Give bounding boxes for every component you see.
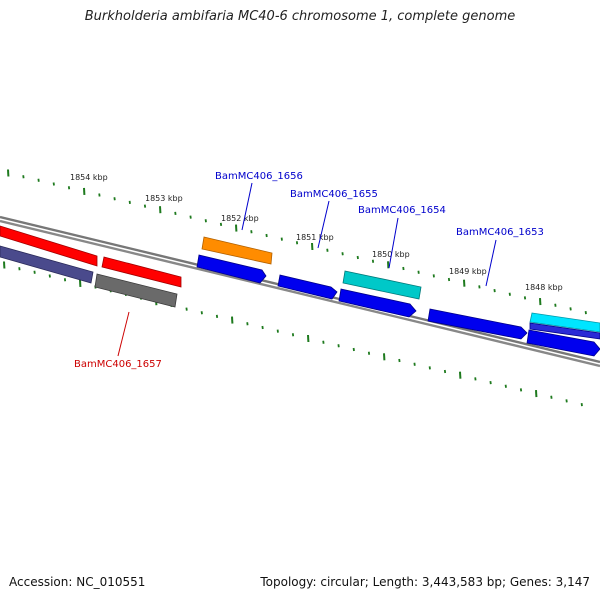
genome-summary-text: Topology: circular; Length: 3,443,583 bp… bbox=[260, 575, 590, 589]
leader-line bbox=[241, 182, 253, 231]
gene-label[interactable]: BamMC406_1656 bbox=[215, 171, 303, 182]
kbp-label: 1851 kbp bbox=[296, 233, 334, 242]
gene-feature-BamMC406_1653[interactable] bbox=[427, 308, 528, 340]
gene-feature-BamMC406_1655[interactable] bbox=[277, 274, 338, 300]
gene-feature-BamMC406_1654[interactable] bbox=[342, 270, 422, 300]
gene-feature-blue-b[interactable] bbox=[529, 322, 600, 340]
gene-feature-orange[interactable] bbox=[201, 236, 273, 265]
gene-feature-BamMC406_1657[interactable] bbox=[94, 273, 178, 308]
tick-row-top bbox=[7, 169, 587, 315]
kbp-label: 1854 kbp bbox=[70, 173, 108, 182]
gene-feature-blue-c[interactable] bbox=[526, 329, 600, 357]
gene-label[interactable]: BamMC406_1655 bbox=[290, 189, 378, 200]
map-title: Burkholderia ambifaria MC40-6 chromosome… bbox=[84, 9, 516, 24]
gene-feature-red-forward[interactable] bbox=[0, 225, 98, 267]
leader-line bbox=[117, 311, 130, 357]
gene-label[interactable]: BamMC406_1657 bbox=[74, 359, 162, 370]
gene-feature-BamMC406_1656[interactable] bbox=[196, 254, 267, 284]
gene-feature-blue-a[interactable] bbox=[338, 288, 417, 318]
gene-feature-red-reverse[interactable] bbox=[101, 256, 182, 288]
gene-label[interactable]: BamMC406_1653 bbox=[456, 227, 544, 238]
gene-label[interactable]: BamMC406_1654 bbox=[358, 205, 446, 216]
kbp-label: 1852 kbp bbox=[221, 214, 259, 223]
leader-line bbox=[388, 217, 399, 269]
tick-row-bottom bbox=[3, 261, 583, 407]
kbp-label: 1850 kbp bbox=[372, 250, 410, 259]
gene-feature-light-cyan[interactable] bbox=[529, 312, 600, 333]
kbp-label: 1849 kbp bbox=[449, 267, 487, 276]
leader-line bbox=[485, 239, 497, 287]
kbp-label: 1853 kbp bbox=[145, 194, 183, 203]
backbone-inner bbox=[0, 219, 600, 368]
gene-feature-slate[interactable] bbox=[0, 245, 94, 284]
leader-line bbox=[317, 200, 330, 249]
kbp-label: 1848 kbp bbox=[525, 283, 563, 292]
accession-text: Accession: NC_010551 bbox=[9, 575, 146, 589]
